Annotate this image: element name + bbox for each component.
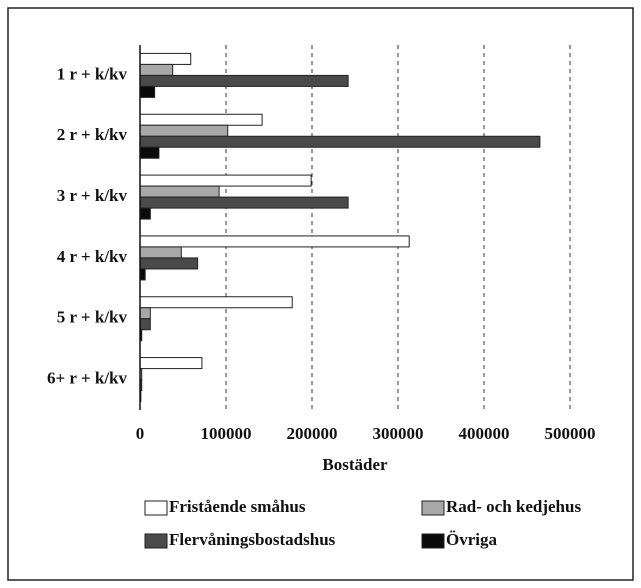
x-tick-label: 100000 bbox=[201, 424, 252, 443]
x-tick-label: 0 bbox=[136, 424, 145, 443]
bar bbox=[139, 307, 151, 320]
y-tick-label: 2 r + k/kv bbox=[57, 125, 128, 144]
x-axis-label: Bostäder bbox=[322, 455, 388, 474]
bar bbox=[139, 357, 203, 370]
legend-swatch bbox=[421, 533, 445, 549]
y-tick-label: 1 r + k/kv bbox=[57, 64, 128, 83]
bar bbox=[139, 246, 182, 259]
y-tick-label: 4 r + k/kv bbox=[57, 247, 128, 266]
legend-label: Flervåningsbostadshus bbox=[169, 530, 336, 549]
bar bbox=[139, 52, 192, 65]
bar bbox=[139, 146, 160, 159]
x-tick-label: 200000 bbox=[287, 424, 338, 443]
bar bbox=[139, 135, 541, 148]
legend-swatch bbox=[421, 500, 445, 516]
bar bbox=[139, 63, 174, 76]
bar bbox=[139, 318, 151, 331]
bar bbox=[139, 296, 293, 309]
bar bbox=[139, 235, 410, 248]
y-tick-label: 5 r + k/kv bbox=[57, 308, 128, 327]
bar bbox=[139, 185, 220, 198]
bar bbox=[139, 268, 146, 281]
y-tick-label: 6+ r + k/kv bbox=[47, 368, 127, 387]
bar bbox=[139, 74, 349, 87]
legend-label: Övriga bbox=[446, 530, 497, 549]
bar bbox=[139, 207, 151, 220]
bar bbox=[139, 174, 312, 187]
x-tick-label: 400000 bbox=[459, 424, 510, 443]
x-tick-label: 500000 bbox=[545, 424, 596, 443]
x-tick-label: 300000 bbox=[373, 424, 424, 443]
chart-frame bbox=[7, 7, 634, 581]
y-tick-label: 3 r + k/kv bbox=[57, 186, 128, 205]
legend-swatch bbox=[144, 500, 168, 516]
legend-label: Rad- och kedjehus bbox=[446, 497, 581, 516]
legend-swatch bbox=[144, 533, 168, 549]
bar bbox=[139, 257, 199, 270]
bar bbox=[139, 196, 349, 209]
bar bbox=[139, 124, 229, 137]
legend-label: Fristående småhus bbox=[169, 497, 306, 516]
bar bbox=[139, 113, 263, 126]
bar bbox=[139, 85, 156, 98]
